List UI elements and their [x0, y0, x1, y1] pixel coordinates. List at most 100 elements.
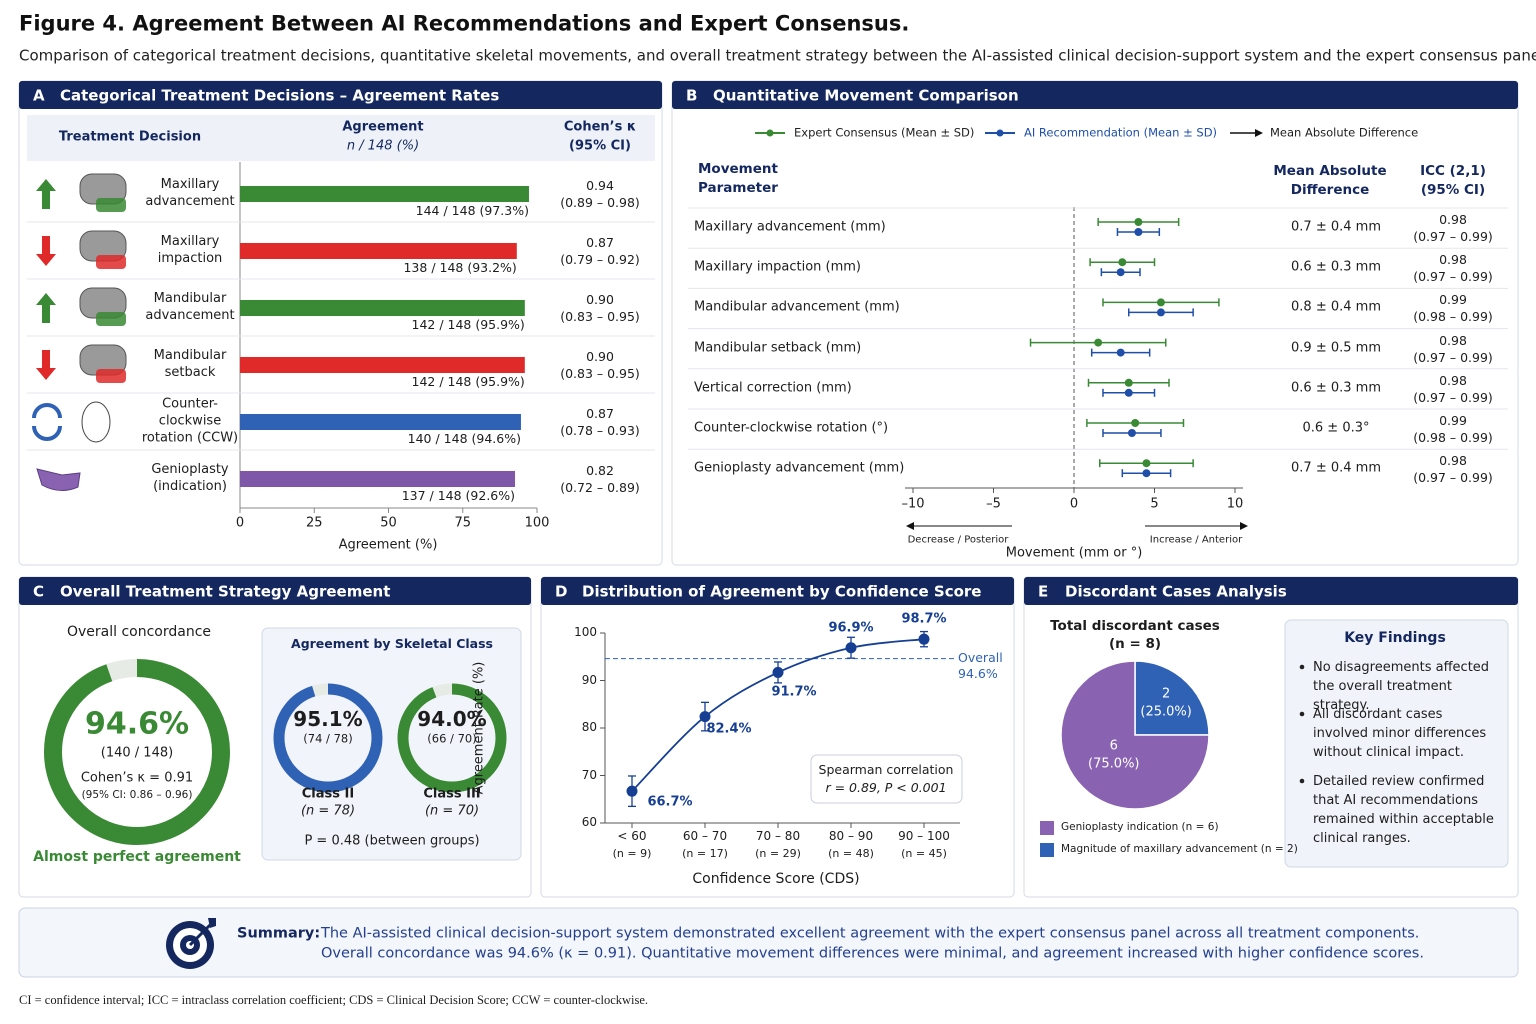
data-point	[772, 666, 784, 678]
x-tick-note: (n = 29)	[755, 846, 801, 860]
icc-ci: (0.97 – 0.99)	[1413, 389, 1493, 405]
x-tick-label: 5	[1150, 496, 1159, 512]
pie-heading: Total discordant cases	[1050, 618, 1220, 635]
x-tick-note: (n = 48)	[828, 846, 874, 860]
mean-dot	[1124, 378, 1133, 387]
category-label: Counter-clockwise rotation (°)	[694, 420, 889, 436]
donut-arc	[397, 683, 507, 793]
panel-header	[19, 577, 531, 605]
category-label: Maxillary advancement (mm)	[694, 219, 886, 235]
legend-dot	[996, 129, 1004, 137]
bar	[240, 186, 529, 202]
category-label: Mandibular setback (mm)	[694, 340, 862, 356]
kappa-ci: (0.83 – 0.95)	[560, 365, 640, 381]
column-header: Parameter	[698, 180, 778, 197]
summary-icon	[208, 918, 216, 928]
category-label: Genioplasty (indication)	[151, 462, 229, 494]
icc-value: 0.98	[1439, 372, 1467, 388]
summary-label: Summary:	[237, 925, 321, 942]
bar	[240, 357, 525, 373]
reference-value: 94.6%	[958, 665, 998, 681]
column-header: Mean Absolute	[1273, 163, 1387, 180]
difference-value: 0.8 ± 0.4 mm	[1291, 299, 1381, 315]
icon-rotate	[32, 403, 62, 419]
legend-swatch	[1040, 821, 1054, 835]
kappa-value: 0.87	[586, 234, 614, 250]
difference-value: 0.6 ± 0.3°	[1302, 420, 1370, 436]
donut-arc	[273, 683, 383, 793]
icon-chin	[36, 468, 81, 491]
y-tick-label: 70	[581, 767, 597, 782]
x-tick-label: 90 – 100	[898, 829, 950, 844]
figure-subtitle: Comparison of categorical treatment deci…	[19, 46, 1536, 65]
x-tick-note: (n = 17)	[682, 846, 728, 860]
summary-box	[18, 907, 1519, 978]
category-label: Maxillary impaction (mm)	[694, 259, 861, 275]
panel-title: Overall Treatment Strategy Agreement	[60, 582, 391, 601]
x-tick-label: 60 – 70	[682, 829, 728, 844]
icon-rotate	[32, 425, 62, 441]
panel-letter: A	[33, 86, 45, 105]
value-label: 137 / 148 (92.6%)	[401, 487, 516, 503]
donut-value: 95.1%	[293, 707, 363, 731]
difference-value: 0.7 ± 0.4 mm	[1291, 219, 1381, 235]
label: Agreement	[342, 119, 424, 135]
donut-heading: Overall concordance	[66, 623, 212, 640]
label: Cohen’s κ	[563, 119, 637, 135]
direction-label: Decrease / Posterior	[907, 534, 1009, 546]
slice-percent: (75.0%)	[1088, 756, 1140, 772]
kappa-ci: (0.89 – 0.98)	[560, 194, 640, 210]
icon-jaw	[96, 369, 126, 383]
panel-letter: C	[33, 582, 45, 601]
findings-title: Key Findings	[1344, 629, 1446, 646]
bullet	[1299, 778, 1305, 784]
finding: Detailed review confirmed that AI recomm…	[1313, 774, 1494, 846]
data-point	[626, 785, 638, 797]
icon-jaw	[96, 198, 126, 212]
bar	[240, 300, 525, 316]
category-label: Genioplasty advancement (mm)	[694, 460, 905, 476]
legend-label: Genioplasty indication (n = 6)	[1061, 821, 1219, 834]
panel-header	[672, 81, 1518, 109]
reference-label: Overall	[958, 649, 1003, 665]
donut-kappa-ci: (95% CI: 0.86 – 0.96)	[81, 789, 193, 802]
panel-title: Quantitative Movement Comparison	[713, 86, 1019, 105]
panel-title: Distribution of Agreement by Confidence …	[582, 582, 982, 601]
panel-title: Discordant Cases Analysis	[1065, 582, 1287, 601]
kappa-value: 0.90	[586, 291, 614, 307]
category-label: Vertical correction (mm)	[694, 380, 852, 396]
subgroup-name: Class II	[301, 786, 355, 802]
data-point	[699, 711, 711, 723]
icc-value: 0.98	[1439, 332, 1467, 348]
findings-box	[1284, 619, 1509, 868]
pie-slice	[1060, 660, 1210, 810]
value-label: 144 / 148 (97.3%)	[415, 202, 529, 218]
value-label: 138 / 148 (93.2%)	[403, 259, 517, 275]
icon-jaw	[96, 312, 126, 326]
inset-title: Agreement by Skeletal Class	[291, 635, 493, 651]
x-tick-label: 100	[524, 515, 550, 531]
direction-arrow-head	[1240, 522, 1248, 530]
mean-dot	[1118, 258, 1127, 267]
x-tick-label: 70 – 80	[755, 829, 801, 844]
mean-dot	[1127, 429, 1136, 437]
mean-dot	[1124, 388, 1133, 397]
label: n / 148 (%)	[346, 138, 420, 154]
panel-letter: D	[555, 582, 568, 601]
category-label: Maxillary impaction	[157, 234, 223, 266]
y-tick-label: 90	[581, 672, 597, 687]
difference-value: 0.7 ± 0.4 mm	[1291, 460, 1381, 476]
kappa-value: 0.87	[586, 405, 614, 421]
y-axis-label: Agreement Rate (%)	[471, 661, 487, 795]
slice-value: 6	[1109, 738, 1118, 754]
kappa-value: 0.90	[586, 348, 614, 364]
data-point	[845, 642, 857, 654]
legend-label: Magnitude of maxillary advancement (n = …	[1061, 843, 1298, 856]
mean-dot	[1142, 469, 1151, 478]
kappa-value: 0.94	[586, 177, 614, 193]
y-tick-label: 100	[574, 625, 597, 640]
x-axis-label: Confidence Score (CDS)	[692, 870, 860, 887]
kappa-value: 0.82	[586, 462, 614, 478]
